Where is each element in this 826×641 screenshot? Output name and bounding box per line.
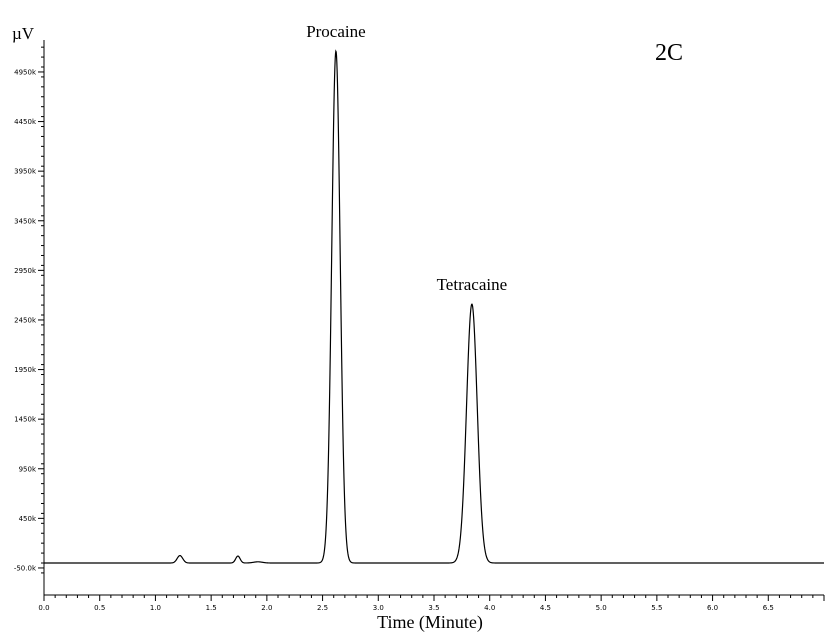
y-tick-label: 4450k [14, 118, 37, 126]
y-tick-label: 3450k [14, 217, 37, 225]
y-axis-label: µV [12, 24, 35, 43]
x-tick-label: 3.0 [373, 604, 384, 612]
peak-label: Procaine [306, 22, 365, 41]
y-tick-label: 1950k [14, 366, 37, 374]
x-tick-label: 5.0 [596, 604, 607, 612]
y-tick-label: 950k [19, 465, 37, 473]
x-tick-label: 2.0 [261, 604, 272, 612]
y-tick-label: 4950k [14, 68, 37, 76]
x-tick-label: 0.0 [38, 604, 49, 612]
x-tick-label: 3.5 [428, 604, 439, 612]
y-tick-label: 450k [19, 515, 37, 523]
y-tick-label: 2450k [14, 316, 37, 324]
x-tick-label: 4.0 [484, 604, 495, 612]
x-ticks: 0.0 0.5 1.0 1.5 2.0 2.5 3.0 3.5 4.0 4.5 5.0 5.5 6.0 6… [38, 595, 825, 612]
x-tick-label: 2.5 [317, 604, 328, 612]
y-tick-label: -50.0k [14, 564, 37, 572]
x-axis-label: Time (Minute) [377, 612, 483, 633]
x-tick-label: 1.5 [206, 604, 217, 612]
panel-label: 2C [655, 40, 683, 66]
y-tick-label: 2950k [14, 267, 37, 275]
y-tick-label: 1450k [14, 416, 37, 424]
x-tick-label: 6.0 [707, 604, 718, 612]
x-tick-label: 1.0 [150, 604, 161, 612]
x-tick-label: 5.5 [651, 604, 662, 612]
y-ticks: -50.0k 450k 950k 1450k 1950k 2450k 2950k 3450k 3… [14, 46, 44, 574]
peak-labels: Procaine Tetracaine [306, 22, 507, 294]
chromatogram-trace [44, 49, 824, 564]
x-axis: 0.0 0.5 1.0 1.5 2.0 2.5 3.0 3.5 4.0 4.5 5.0 5.5 6.0 6… [38, 594, 825, 612]
peak-label: Tetracaine [437, 275, 508, 294]
y-tick-label: 3950k [14, 168, 37, 176]
x-tick-label: 4.5 [540, 604, 551, 612]
x-tick-label: 6.5 [763, 604, 774, 612]
y-axis: -50.0k 450k 950k 1450k 1950k 2450k 2950k 3450k 3… [14, 40, 45, 595]
x-tick-label: 0.5 [94, 604, 105, 612]
